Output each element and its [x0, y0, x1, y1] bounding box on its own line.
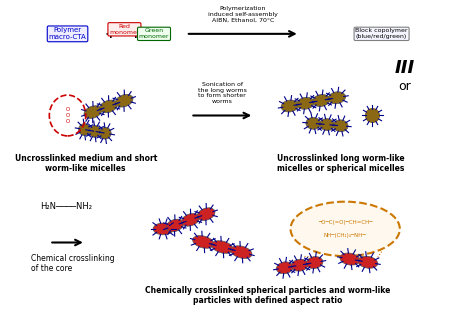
Ellipse shape: [292, 259, 308, 271]
Ellipse shape: [79, 124, 90, 135]
Ellipse shape: [212, 241, 233, 253]
Ellipse shape: [358, 256, 378, 268]
Circle shape: [365, 109, 379, 122]
Ellipse shape: [333, 120, 348, 132]
Ellipse shape: [84, 106, 102, 118]
Ellipse shape: [100, 127, 111, 139]
Text: ─O─C(=O)─CH=CH─: ─O─C(=O)─CH=CH─: [318, 220, 373, 225]
Ellipse shape: [291, 202, 400, 256]
Ellipse shape: [312, 94, 330, 107]
Ellipse shape: [89, 126, 100, 137]
Text: Uncrosslinked long worm-like
micelles or spherical micelles: Uncrosslinked long worm-like micelles or…: [277, 154, 404, 173]
Ellipse shape: [182, 213, 199, 226]
Ellipse shape: [297, 97, 314, 109]
Text: Polymerization
induced self-assembly
AIBN, Ethanol, 70°C: Polymerization induced self-assembly AIB…: [208, 6, 278, 22]
Text: Polymer
macro-CTA: Polymer macro-CTA: [49, 27, 86, 40]
Ellipse shape: [115, 94, 133, 107]
Ellipse shape: [306, 256, 323, 269]
Text: Red
monomer: Red monomer: [109, 24, 140, 35]
Text: O
O
O: O O O: [65, 107, 70, 124]
Text: Block copolymer
(blue/red/green): Block copolymer (blue/red/green): [356, 29, 408, 39]
Text: Sonication of
the long worms
to form shorter
worms: Sonication of the long worms to form sho…: [198, 82, 247, 104]
Ellipse shape: [319, 119, 335, 130]
Ellipse shape: [153, 223, 173, 235]
Ellipse shape: [340, 253, 360, 265]
Text: Chemically crosslinked spherical particles and worm-like
particles with defined : Chemically crosslinked spherical particl…: [145, 286, 391, 305]
Text: +: +: [130, 27, 142, 41]
Text: Uncrosslinked medium and short
worm-like micelles: Uncrosslinked medium and short worm-like…: [15, 154, 157, 173]
Ellipse shape: [100, 100, 118, 113]
Text: or: or: [398, 80, 410, 92]
Text: NH─(CH₂)₄─NH─: NH─(CH₂)₄─NH─: [324, 233, 366, 238]
Ellipse shape: [281, 100, 299, 112]
Ellipse shape: [231, 246, 252, 258]
Text: Chemical crosslinking
of the core: Chemical crosslinking of the core: [31, 254, 115, 273]
Ellipse shape: [328, 92, 346, 104]
Text: H₂N────NH₂: H₂N────NH₂: [40, 202, 92, 211]
Ellipse shape: [192, 236, 214, 248]
Text: Green
monomer: Green monomer: [139, 29, 169, 39]
Ellipse shape: [166, 219, 183, 232]
Ellipse shape: [197, 208, 215, 221]
Ellipse shape: [306, 117, 321, 129]
Ellipse shape: [276, 262, 293, 274]
Text: III: III: [394, 59, 414, 77]
Text: +: +: [105, 27, 117, 41]
